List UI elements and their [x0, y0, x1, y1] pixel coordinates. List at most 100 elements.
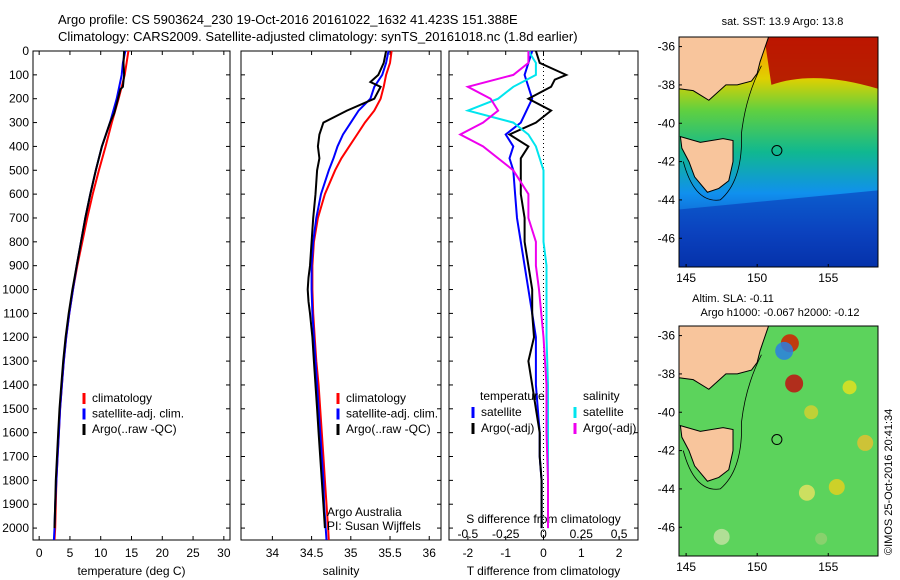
tasmania-landmass [679, 424, 734, 482]
legend-label: climatology [346, 391, 406, 405]
y-tick-label: 1300 [2, 354, 29, 368]
y-tick-label: 200 [9, 92, 29, 106]
x-tick-label: 34 [266, 546, 280, 560]
y-tick-label: 600 [9, 187, 29, 201]
map-panel-sst: -36 -38 -40 -42 -44 -46 145 150 155 sat. SST: 13.… [658, 16, 879, 285]
x-axis-label: temperature (deg C) [77, 564, 185, 578]
sla-anomaly-blob [828, 479, 845, 495]
x-tick-label: 35.5 [378, 546, 402, 560]
x-tick-label: 34.5 [300, 546, 324, 560]
map-title: sat. SST: 13.9 Argo: 13.8 [722, 16, 844, 28]
y-tick-label: -42 [658, 444, 676, 458]
y-tick-label: -44 [658, 193, 676, 207]
x-axis-label: salinity [323, 564, 360, 578]
mainland-landmass [679, 326, 770, 390]
x-tick-label: 30 [217, 546, 231, 560]
y-tick-label: -38 [658, 367, 676, 381]
series-line-argo [306, 50, 388, 529]
x-tick-label: 20 [156, 546, 170, 560]
y-tick-label: 1200 [2, 330, 29, 344]
y-tick-label: 700 [9, 211, 29, 225]
legend-label: Argo(-adj) [583, 421, 636, 435]
legend-label: Argo(-adj) [481, 421, 534, 435]
x-tick-label: 2 [616, 546, 623, 560]
shelf-contour [682, 65, 762, 201]
legend-label: satellite-adj. clim. [346, 407, 438, 421]
y-tick-label: 300 [9, 116, 29, 130]
sla-anomaly-blob [804, 405, 819, 420]
legend-label: satellite [481, 405, 522, 419]
credit-label: ©IMOS 25-Oct-2016 20:41:34 [883, 408, 895, 555]
legend-header: temperature [480, 389, 545, 403]
x-tick-label: -1 [500, 546, 511, 560]
plot-title-line2: Climatology: CARS2009. Satellite-adjuste… [58, 29, 578, 44]
x-tick-label: 1 [578, 546, 585, 560]
y-tick-label: -40 [658, 116, 676, 130]
annotation-text: PI: Susan Wijffels [327, 519, 421, 533]
sla-anomaly-blob [798, 484, 815, 501]
x-tick-label: 145 [676, 271, 696, 285]
legend-label: Argo(..raw -QC) [92, 422, 177, 436]
map-title: Altim. SLA: -0.11 [692, 293, 774, 305]
profile-panel-2: 34 34.5 35 35.5 36 salinity climatology satelli… [240, 50, 442, 578]
legend-label: climatology [92, 391, 152, 405]
y-tick-label: 400 [9, 139, 29, 153]
sla-anomaly-blob [857, 434, 874, 451]
y-tick-label: -36 [658, 40, 676, 54]
x-tick-label: 150 [747, 560, 767, 574]
y-tick-label: 1900 [2, 497, 29, 511]
argo-location-marker [771, 434, 783, 446]
y-tick-label: -38 [658, 78, 676, 92]
map-panel-sla: -36 -38 -40 -42 -44 -46 145 150 155 Altim. SLA: -… [658, 293, 879, 574]
y-tick-label: 1400 [2, 378, 29, 392]
x-tick-label: 36 [423, 546, 437, 560]
top-x-tick-label: -0.25 [492, 527, 520, 541]
y-tick-label: -42 [658, 155, 676, 169]
x-tick-label: 10 [94, 546, 108, 560]
warm-core-region [764, 37, 878, 89]
map-body [679, 37, 878, 267]
y-tick-label: 1000 [2, 283, 29, 297]
y-tick-label: 900 [9, 259, 29, 273]
x-tick-label: -2 [463, 546, 474, 560]
y-tick-label: 0 [22, 44, 29, 58]
legend-header: salinity [583, 389, 620, 403]
x-tick-label: 5 [67, 546, 74, 560]
mainland-landmass [679, 37, 770, 101]
plot-frame [32, 50, 231, 541]
x-tick-label: 155 [818, 560, 838, 574]
profile-panel-1: 0100200300400500600700800900100011001200… [2, 44, 231, 578]
top-x-tick-label: -0.5 [458, 527, 479, 541]
x-tick-label: 0 [540, 546, 547, 560]
top-x-axis-label: S difference from climatology [466, 512, 621, 526]
y-tick-label: -40 [658, 405, 676, 419]
y-tick-label: 1700 [2, 450, 29, 464]
legend-label: satellite [583, 405, 624, 419]
y-tick-label: 800 [9, 235, 29, 249]
x-tick-label: 150 [747, 271, 767, 285]
plot-frame [240, 50, 442, 541]
annotation-text: Argo Australia [327, 505, 402, 519]
y-tick-label: 1600 [2, 426, 29, 440]
y-tick-label: 2000 [2, 521, 29, 535]
sla-anomaly-blob [815, 532, 828, 545]
x-tick-label: 25 [186, 546, 200, 560]
series-line-salinity-argo [458, 51, 549, 529]
y-tick-label: -36 [658, 329, 676, 343]
map-body [679, 326, 878, 556]
cold-region [679, 190, 878, 267]
y-tick-label: 1100 [3, 306, 29, 320]
y-tick-label: -46 [658, 520, 676, 534]
tasmania-landmass [679, 135, 734, 193]
y-tick-label: 1800 [2, 473, 29, 487]
y-tick-label: 1500 [2, 402, 29, 416]
y-tick-label: 500 [9, 163, 29, 177]
sla-anomaly-blob [842, 380, 857, 395]
top-x-tick-label: 0.5 [611, 527, 628, 541]
x-tick-label: 155 [818, 271, 838, 285]
map-frame [678, 36, 879, 268]
argo-location-marker [771, 145, 783, 157]
sla-anomaly-blob [713, 528, 730, 545]
legend-label: satellite-adj. clim. [92, 407, 184, 421]
